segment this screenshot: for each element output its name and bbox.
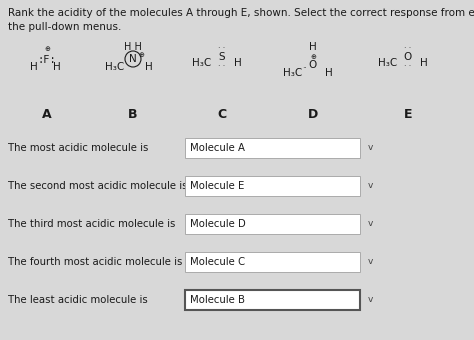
Text: · ·: · · — [219, 44, 226, 53]
Text: A: A — [42, 108, 52, 121]
Text: · ·: · · — [219, 62, 226, 71]
Text: H: H — [53, 62, 61, 72]
Text: ⊕: ⊕ — [44, 46, 50, 52]
Text: H₃C: H₃C — [283, 68, 302, 78]
Text: The second most acidic molecule is: The second most acidic molecule is — [8, 181, 188, 191]
Text: Molecule B: Molecule B — [190, 295, 245, 305]
Text: Molecule C: Molecule C — [190, 257, 245, 267]
Text: N: N — [129, 54, 137, 64]
Text: H: H — [325, 68, 333, 78]
Text: H: H — [420, 58, 428, 68]
Text: ⊕: ⊕ — [138, 52, 144, 58]
Text: v: v — [368, 220, 374, 228]
Text: B: B — [128, 108, 138, 121]
Text: H: H — [234, 58, 242, 68]
Text: The most acidic molecule is: The most acidic molecule is — [8, 143, 148, 153]
Text: v: v — [368, 143, 374, 153]
Text: Molecule A: Molecule A — [190, 143, 245, 153]
Text: The fourth most acidic molecule is: The fourth most acidic molecule is — [8, 257, 182, 267]
Text: The third most acidic molecule is: The third most acidic molecule is — [8, 219, 175, 229]
Text: H₃C: H₃C — [105, 62, 125, 72]
Text: H: H — [30, 62, 38, 72]
Text: E: E — [404, 108, 412, 121]
Text: · ·: · · — [404, 44, 411, 53]
Text: ··: ·· — [302, 64, 307, 73]
Text: ⊕: ⊕ — [310, 54, 316, 60]
Text: C: C — [218, 108, 227, 121]
FancyBboxPatch shape — [185, 252, 360, 272]
Text: H₃C: H₃C — [378, 58, 398, 68]
Text: O: O — [309, 60, 317, 70]
Text: v: v — [368, 182, 374, 190]
FancyBboxPatch shape — [185, 214, 360, 234]
Text: O: O — [404, 52, 412, 62]
Text: Rank the acidity of the molecules A through E, shown. Select the correct respons: Rank the acidity of the molecules A thro… — [8, 8, 474, 18]
FancyBboxPatch shape — [185, 138, 360, 158]
Text: the pull-down menus.: the pull-down menus. — [8, 22, 121, 32]
Text: S: S — [219, 52, 225, 62]
Text: v: v — [368, 257, 374, 267]
Text: H: H — [309, 42, 317, 52]
Text: Molecule E: Molecule E — [190, 181, 245, 191]
Text: H₃C: H₃C — [192, 58, 211, 68]
Text: :F:: :F: — [37, 55, 56, 65]
FancyBboxPatch shape — [185, 290, 360, 310]
Text: D: D — [308, 108, 318, 121]
FancyBboxPatch shape — [185, 176, 360, 196]
Text: H: H — [145, 62, 153, 72]
Text: v: v — [368, 295, 374, 305]
Text: H H: H H — [124, 42, 142, 52]
Text: Molecule D: Molecule D — [190, 219, 246, 229]
Text: · ·: · · — [404, 62, 411, 71]
Text: The least acidic molecule is: The least acidic molecule is — [8, 295, 148, 305]
